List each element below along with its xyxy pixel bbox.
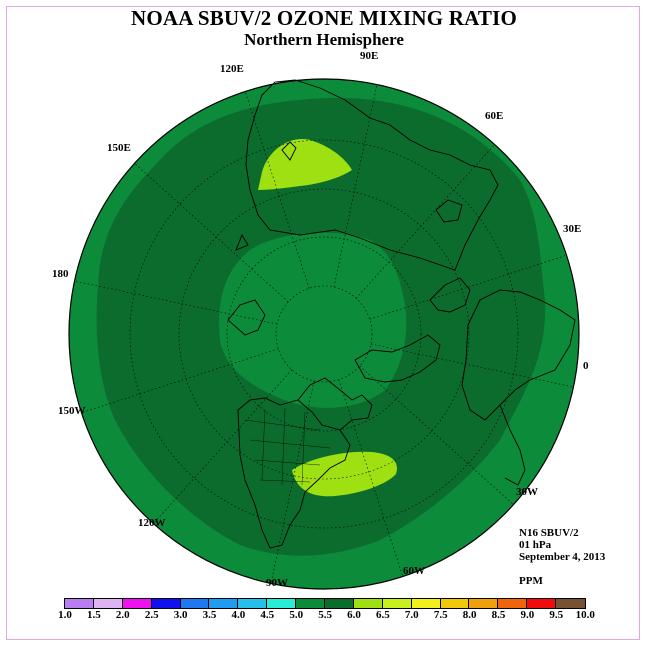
colorbar-tick-label: 10.0 [575,609,595,621]
colorbar-tick-label: 7.0 [404,609,419,621]
colorbar-tick-label: 3.5 [202,609,217,621]
units-label: PPM [519,575,543,587]
lon-label-120e: 120E [220,63,244,75]
meridian-line [359,365,514,505]
colorbar-segment [498,599,528,608]
colorbar-segment [238,599,268,608]
meridian-line [134,163,289,303]
lon-label-150e: 150E [107,142,131,154]
colorbar-tick-label: 2.5 [144,609,159,621]
colorbar-tick-label: 6.0 [347,609,361,621]
colorbar-segment [382,599,412,608]
meridian-line [81,348,279,414]
polar-cap-region [219,232,407,408]
colorbar-segment [122,599,152,608]
colorbar-segment [93,599,123,608]
lon-label-60e: 60E [485,110,504,122]
meridian-line [270,380,315,584]
coastlines [227,79,576,549]
date-label: September 4, 2013 [519,551,606,563]
instrument-label: N16 SBUV/2 [519,527,579,539]
colorbar-segment [65,599,94,608]
colorbar-tick-label: 2.0 [115,609,130,621]
colorbar-segment [469,599,499,608]
colorbar-tick-label: 4.0 [231,609,246,621]
colorbar-segment [353,599,383,608]
meridian-line [338,379,404,577]
meridian-line [355,144,495,299]
us-state-borders [244,407,331,486]
colorbar-tick-label: 1.5 [87,609,101,621]
colorbar-segment [209,599,239,608]
colorbar-segment [151,599,181,608]
colorbar-tick-label: 1.0 [58,609,72,621]
colorbar-segment [296,599,326,608]
ozone-max-pacific [258,139,352,190]
colorbar [64,598,587,609]
colorbar-segment [180,599,210,608]
lon-label-60w: 60W [403,565,425,577]
meridian-line [153,369,293,524]
colorbar-tick-label: 4.5 [260,609,275,621]
colorbar-segment [325,599,354,608]
colorbar-tick-label: 8.5 [491,609,506,621]
pressure-level-label: 01 hPa [519,539,552,551]
lon-label-90w: 90W [266,577,288,589]
colorbar-segment [267,599,297,608]
colorbar-tick-labels: 1.0 1.5 2.0 2.5 3.0 3.5 4.0 4.5 5.0 5.5 6.0 6.5 7.0 7… [0,609,648,623]
lon-label-120w: 120W [138,517,166,529]
meridian-line [74,280,278,325]
colorbar-segment [411,599,441,608]
page-frame [6,6,640,640]
colorbar-tick-label: 5.5 [318,609,332,621]
lon-label-30e: 30E [563,223,582,235]
meridian-line [369,254,567,320]
colorbar-segment [556,599,586,608]
lon-label-90e: 90E [360,50,379,62]
map-title: NOAA SBUV/2 OZONE MIXING RATIO [131,6,517,30]
latitude-circles [129,139,519,529]
colorbar-tick-label: 7.5 [433,609,448,621]
lon-label-0: 0 [583,360,589,372]
colorbar-tick-label: 5.0 [289,609,304,621]
lon-label-30w: 30W [516,486,538,498]
meridian-line [370,343,574,388]
colorbar-tick-label: 9.0 [520,609,535,621]
colorbar-segment [527,599,557,608]
colorbar-tick-label: 6.5 [376,609,390,621]
colorbar-segment [440,599,470,608]
colorbar-tick-label: 8.0 [462,609,477,621]
ozone-max-atlantic [292,451,397,497]
lon-label-150w: 150W [58,405,86,417]
lon-label-180: 180 [52,268,69,280]
meridian-line [244,91,310,289]
map-subtitle: Northern Hemisphere [244,30,404,49]
colorbar-tick-label: 9.5 [549,609,564,621]
colorbar-tick-label: 3.0 [173,609,188,621]
